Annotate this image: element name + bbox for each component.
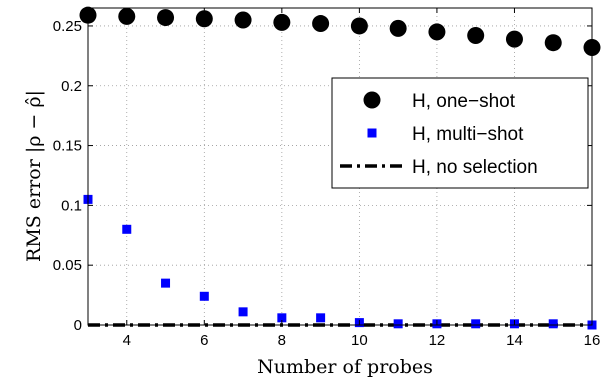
x-tick-label: 6: [200, 332, 208, 349]
one-shot-point: [505, 30, 523, 48]
x-tick-label: 8: [278, 332, 286, 349]
one-shot-point: [157, 9, 175, 27]
one-shot-point: [544, 34, 562, 52]
one-shot-point: [118, 7, 136, 25]
x-axis-label: Number of probes: [257, 356, 433, 378]
multi-shot-point: [548, 319, 558, 329]
y-tick-label: 0.05: [53, 257, 82, 274]
multi-shot-point: [277, 313, 287, 323]
y-tick-label: 0.2: [61, 78, 82, 95]
multi-shot-point: [199, 291, 209, 301]
y-tick-label: 0: [74, 317, 82, 334]
multi-shot-point: [122, 224, 132, 234]
one-shot-point: [195, 10, 213, 28]
legend: H, one−shot H, multi−shot H, no selection: [331, 77, 589, 189]
legend-label: H, one−shot: [412, 91, 516, 112]
multi-shot-point: [238, 307, 248, 317]
x-tick-label: 12: [429, 332, 446, 349]
legend-label: H, no selection: [412, 157, 538, 178]
x-tick-label: 14: [506, 332, 523, 349]
multi-shot-point: [161, 278, 171, 288]
legend-multi-shot-marker: [367, 128, 377, 138]
x-tick-label: 4: [123, 332, 131, 349]
plot-frame: [87, 7, 593, 326]
legend-one-shot-marker: [363, 91, 381, 109]
one-shot-point: [389, 19, 407, 37]
axis-ticks: 4 6 8 10 12 14 16 0 0.05 0.1 0.15 0.2 0.25: [53, 8, 601, 349]
y-tick-label: 0.25: [53, 18, 82, 35]
one-shot-point: [428, 23, 446, 41]
x-tick-label: 10: [351, 332, 368, 349]
one-shot-point: [467, 27, 485, 45]
one-shot-point: [350, 17, 368, 35]
one-shot-point: [234, 11, 252, 29]
multi-shot-point: [316, 313, 326, 323]
multi-shot-point: [471, 319, 481, 329]
multi-shot-point: [393, 319, 403, 329]
one-shot-point: [312, 15, 330, 33]
y-tick-label: 0.15: [53, 138, 82, 155]
x-tick-label: 16: [584, 332, 601, 349]
legend-label: H, multi−shot: [412, 124, 524, 145]
one-shot-point: [273, 13, 291, 31]
y-tick-label: 0.1: [61, 197, 82, 214]
y-axis-label: RMS error |ρ − ρ̂|: [23, 90, 45, 262]
